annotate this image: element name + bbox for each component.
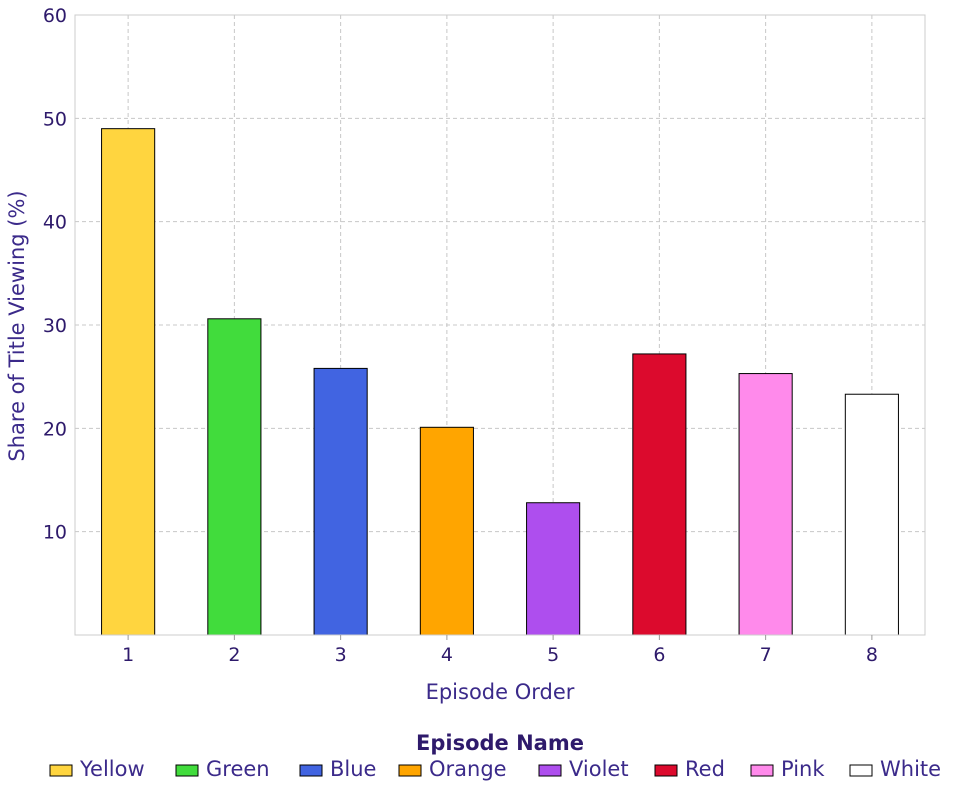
legend-label-pink: Pink (781, 757, 825, 781)
bar-episode-7 (738, 373, 793, 636)
legend-swatch-green (175, 764, 199, 777)
bar-episode-1 (101, 128, 156, 636)
legend-label-yellow: Yellow (79, 757, 145, 781)
bars (101, 128, 899, 636)
y-tick-label: 30 (43, 315, 67, 337)
y-tick-label: 60 (43, 5, 67, 27)
legend-swatch-violet (538, 764, 562, 777)
legend-swatch-orange (398, 764, 422, 777)
y-axis-ticks: 10 20 30 40 50 60 (43, 5, 67, 544)
bar-episode-3 (313, 367, 368, 636)
x-tick-label: 2 (228, 644, 240, 666)
legend-swatch-white (849, 764, 873, 777)
bar-episode-6 (632, 353, 687, 636)
bar-episode-4 (419, 426, 474, 636)
x-tick-label: 4 (441, 644, 453, 666)
legend-swatch-blue (299, 764, 323, 777)
legend-label-green: Green (206, 757, 270, 781)
legend-swatch-red (654, 764, 678, 777)
legend-label-white: White (880, 757, 941, 781)
legend-title: Episode Name (416, 731, 584, 755)
x-tick-label: 7 (760, 644, 772, 666)
x-axis-ticks: 1 2 3 4 5 6 7 8 (122, 635, 878, 666)
legend-swatch-yellow (49, 764, 73, 777)
y-tick-label: 20 (43, 418, 67, 440)
legend-label-orange: Orange (429, 757, 507, 781)
y-tick-label: 50 (43, 108, 67, 130)
legend-label-blue: Blue (330, 757, 376, 781)
grid-lines (75, 14, 925, 635)
legend: Yellow Green Blue Orange Violet Red Pink White (49, 757, 941, 781)
bar-episode-2 (207, 318, 262, 636)
plot-frame (74, 14, 926, 636)
y-tick-label: 10 (43, 522, 67, 544)
legend-swatch-pink (750, 764, 774, 777)
x-tick-label: 1 (122, 644, 134, 666)
legend-label-violet: Violet (569, 757, 629, 781)
y-axis-label: Share of Title Viewing (%) (5, 190, 29, 461)
x-tick-label: 8 (866, 644, 878, 666)
x-tick-label: 3 (335, 644, 347, 666)
y-tick-label: 40 (43, 212, 67, 234)
x-tick-label: 6 (653, 644, 665, 666)
x-axis-label: Episode Order (426, 680, 575, 704)
bar-episode-5 (526, 502, 581, 636)
bar-episode-8 (844, 393, 899, 636)
x-tick-label: 5 (547, 644, 559, 666)
legend-label-red: Red (685, 757, 725, 781)
